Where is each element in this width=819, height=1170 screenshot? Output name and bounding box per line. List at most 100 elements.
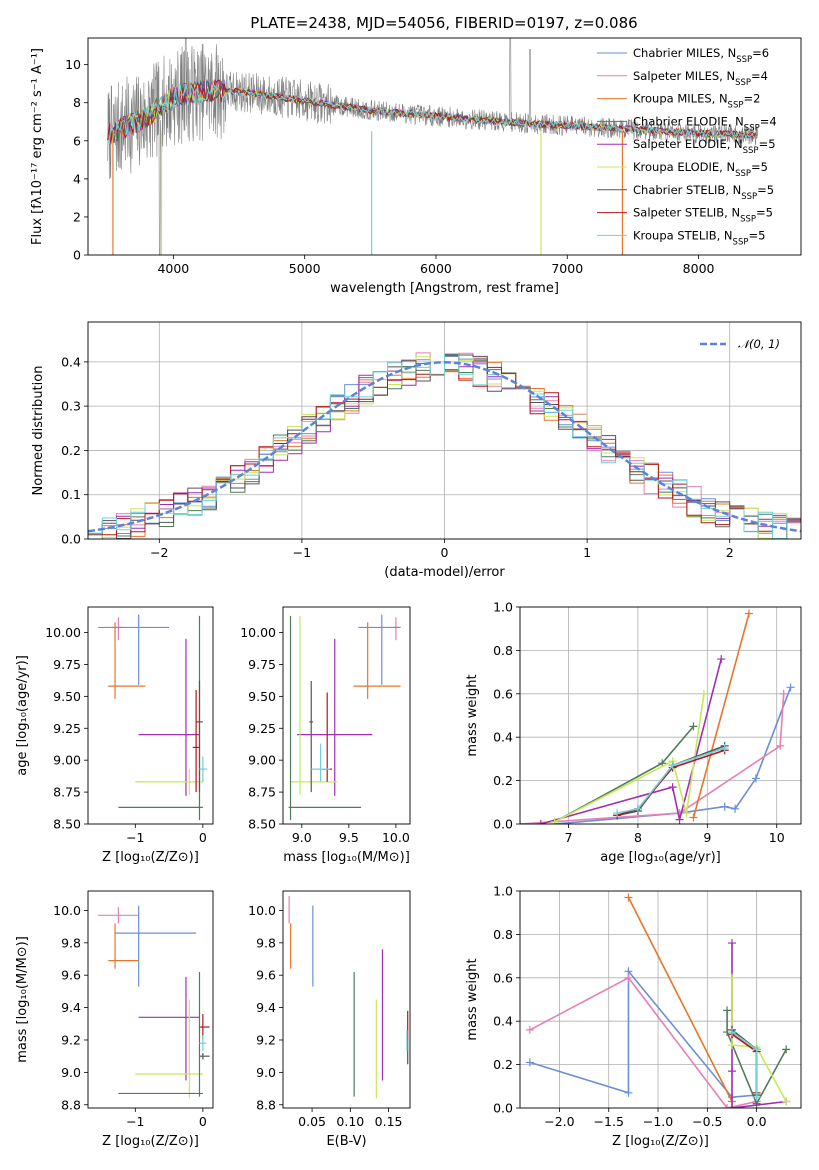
errorbar-point [192, 689, 200, 793]
y-tick-label: 0.4 [493, 730, 513, 745]
panel-weight-vs-age: 7 8 9 10 0.0 0.2 0.4 0.6 0.8 1.0 age [log₁₀(age/yr… [465, 600, 802, 865]
errorbar-point [311, 743, 331, 782]
errorbar-point [118, 615, 203, 821]
y-tick-label: 9.2 [256, 1032, 276, 1047]
y-tick-label: 10 [65, 57, 81, 72]
legend-label: Salpeter MILES, NSSP=4 [633, 69, 768, 88]
errorbar-point [288, 615, 362, 821]
y-tick-label: 9.50 [53, 689, 81, 704]
axes-frame [282, 606, 411, 825]
weight-marker [717, 655, 726, 664]
weight-marker [525, 1058, 534, 1067]
errorbar-point [391, 617, 401, 641]
x-tick-label: 0 [199, 830, 207, 845]
axes-frame [519, 890, 802, 1109]
x-tick-label: 7 [565, 830, 573, 845]
x-tick-label: 0.0 [747, 1114, 767, 1129]
y-tick-label: 8.50 [53, 817, 81, 832]
legend-label: Salpeter STELIB, NSSP=5 [633, 206, 773, 225]
x-tick-label: 8 [634, 830, 642, 845]
y-tick-label: 9.00 [248, 753, 276, 768]
weight-line [529, 969, 758, 1099]
legend-label: 𝒩(0, 1) [738, 337, 780, 351]
axes-frame [282, 890, 411, 1109]
x-tick-label: 4000 [157, 261, 189, 276]
weight-marker [731, 804, 740, 813]
errorbar-point [358, 614, 401, 685]
errorbar-point [199, 1035, 207, 1052]
legend: Chabrier MILES, NSSP=6 Salpeter MILES, NS… [597, 46, 777, 247]
plot-area [98, 905, 210, 1099]
errorbar-point [111, 617, 122, 641]
weight-line [616, 747, 725, 814]
weight-marker [699, 689, 708, 698]
x-tick-label: −1 [126, 830, 144, 845]
errorbar-point [98, 907, 139, 924]
legend-label: Kroupa MILES, NSSP=2 [633, 92, 760, 111]
weight-marker [624, 973, 633, 982]
y-tick-label: 9.2 [61, 1032, 81, 1047]
figure-title: PLATE=2438, MJD=54056, FIBERID=0197, z=0… [250, 14, 637, 32]
plot-area [98, 614, 207, 821]
x-axis-label: Z [log₁₀(Z/Z⊙)] [102, 850, 199, 865]
y-tick-label: 0.0 [61, 532, 81, 547]
x-tick-label: 5000 [289, 261, 321, 276]
errorbar-point [138, 976, 200, 1081]
errorbar-point [138, 638, 200, 796]
observed-spectrum [107, 38, 758, 255]
x-tick-label: 10 [769, 830, 785, 845]
weight-marker [727, 973, 736, 982]
weight-marker [723, 1104, 732, 1108]
weight-line [726, 1010, 787, 1106]
weight-marker [776, 741, 785, 750]
weight-marker [779, 689, 788, 698]
weight-marker [723, 1006, 732, 1015]
axes-frame [519, 606, 802, 825]
x-tick-label: −1.0 [643, 1114, 673, 1129]
errorbar-point [135, 999, 203, 1099]
y-tick-label: 10.00 [240, 625, 276, 640]
x-tick-label: 0 [199, 1114, 207, 1129]
plot-area [288, 614, 401, 821]
x-tick-label: 0.10 [336, 1114, 364, 1129]
weight-marker [752, 1093, 761, 1102]
y-axis-label: Normed distribution [31, 366, 46, 496]
errorbar-point [108, 622, 146, 699]
plot-area [525, 893, 791, 1108]
y-tick-label: 10.00 [45, 625, 81, 640]
x-tick-label: 2 [726, 545, 734, 560]
panel-age-vs-mass: 9.0 9.5 10.0 8.50 8.75 9.00 9.25 9.50 9.75 10.00 m… [240, 606, 411, 865]
y-tick-label: 8.50 [248, 817, 276, 832]
x-axis-label: E(B-V) [326, 1134, 366, 1149]
legend-label: Salpeter ELODIE, NSSP=5 [633, 137, 776, 156]
weight-marker [624, 1088, 633, 1097]
y-tick-label: 0.0 [493, 1101, 513, 1116]
legend-label: Chabrier MILES, NSSP=6 [633, 46, 769, 65]
x-tick-label: 0.15 [375, 1114, 403, 1129]
weight-line [529, 976, 757, 1108]
y-tick-label: 6 [73, 133, 81, 148]
weight-marker [689, 722, 698, 731]
y-axis-label: mass [log₁₀(M/M⊙)] [15, 936, 30, 1063]
legend-label: Kroupa ELODIE, NSSP=5 [633, 160, 768, 179]
weight-marker [682, 809, 691, 818]
x-tick-label: 10.0 [382, 830, 410, 845]
y-tick-label: 9.4 [256, 1000, 276, 1015]
plot-area [520, 609, 795, 824]
x-axis-label: Z [log₁₀(Z/Z⊙)] [612, 1134, 709, 1149]
y-tick-label: 1.0 [493, 600, 513, 615]
x-tick-label: 8000 [683, 261, 715, 276]
y-tick-label: 0.6 [493, 686, 513, 701]
weight-line [731, 977, 787, 1102]
x-axis-label: (data-model)/error [384, 565, 505, 580]
y-tick-label: 8.75 [248, 785, 276, 800]
y-tick-label: 9.50 [248, 689, 276, 704]
y-axis-label: mass weight [465, 674, 480, 756]
weight-marker [689, 813, 698, 822]
axes-frame [87, 37, 802, 256]
plot-area [288, 895, 409, 1099]
weight-marker [751, 774, 760, 783]
weight-line [627, 897, 733, 1102]
y-axis-label: age [log₁₀(age/yr)] [15, 655, 30, 776]
weight-marker [525, 1025, 534, 1034]
